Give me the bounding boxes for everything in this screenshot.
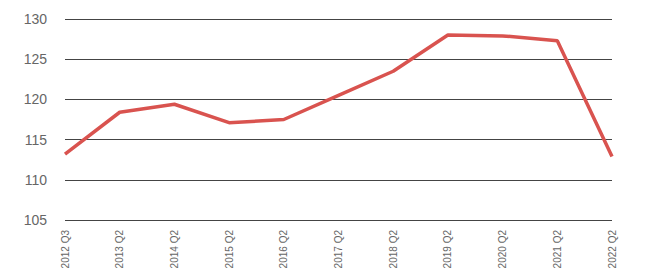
svg-text:2022 Q2: 2022 Q2 xyxy=(607,230,618,269)
svg-text:2020 Q2: 2020 Q2 xyxy=(497,230,508,269)
svg-text:2014 Q2: 2014 Q2 xyxy=(169,230,180,269)
svg-text:105: 105 xyxy=(24,212,48,228)
svg-text:110: 110 xyxy=(25,172,48,188)
svg-text:2018 Q2: 2018 Q2 xyxy=(388,230,399,269)
svg-text:125: 125 xyxy=(24,51,48,67)
svg-text:2019 Q2: 2019 Q2 xyxy=(442,230,453,269)
svg-text:130: 130 xyxy=(24,11,48,27)
svg-text:115: 115 xyxy=(25,132,48,148)
svg-text:120: 120 xyxy=(24,91,48,107)
svg-text:2021 Q2: 2021 Q2 xyxy=(552,230,563,269)
svg-text:2013 Q2: 2013 Q2 xyxy=(114,230,125,269)
svg-text:2015 Q2: 2015 Q2 xyxy=(224,230,235,269)
svg-text:2016 Q2: 2016 Q2 xyxy=(278,230,289,269)
svg-text:2017 Q2: 2017 Q2 xyxy=(333,230,344,269)
svg-text:2012 Q3: 2012 Q3 xyxy=(60,230,71,269)
